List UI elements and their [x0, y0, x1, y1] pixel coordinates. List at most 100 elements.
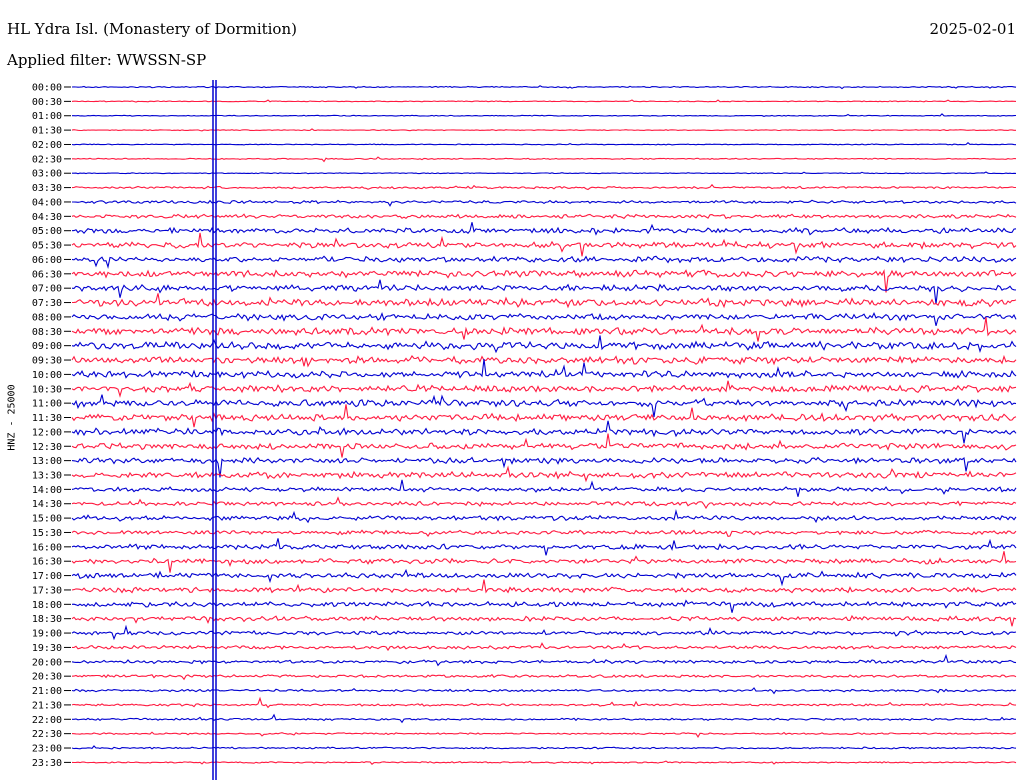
row-time-label: 11:00 — [32, 399, 62, 410]
row-time-label: 05:30 — [32, 241, 62, 252]
trace-row — [71, 509, 1017, 524]
trace-row — [71, 568, 1017, 587]
trace-row — [71, 85, 1017, 90]
trace-row — [71, 354, 1017, 368]
row-time-label: 13:00 — [32, 456, 62, 467]
trace-row — [71, 696, 1017, 709]
trace-row — [71, 213, 1017, 220]
row-time-label: 09:30 — [32, 356, 62, 367]
row-time-label: 10:00 — [32, 370, 62, 381]
trace-row — [72, 156, 1017, 163]
row-time-label: 22:30 — [32, 729, 62, 740]
row-time-label: 22:00 — [32, 715, 62, 726]
trace-row — [71, 394, 1017, 418]
trace-row — [71, 538, 1017, 556]
row-time-label: 21:30 — [32, 700, 62, 711]
trace-row — [71, 529, 1017, 538]
row-time-label: 16:00 — [32, 542, 62, 553]
trace-row — [71, 99, 1017, 103]
row-time-label: 01:00 — [32, 111, 62, 122]
trace-row — [71, 183, 1016, 191]
trace-row — [71, 232, 1017, 257]
row-time-label: 16:30 — [32, 557, 62, 568]
trace-row — [71, 293, 1017, 309]
row-time-label: 01:30 — [32, 126, 62, 137]
row-time-label: 08:30 — [32, 327, 62, 338]
row-time-label: 00:30 — [32, 97, 62, 108]
trace-row — [71, 404, 1017, 428]
trace-row — [71, 420, 1017, 444]
trace-row — [71, 456, 1017, 478]
trace-row — [72, 199, 1017, 207]
row-time-label: 00:00 — [32, 83, 62, 94]
trace-row — [72, 171, 1017, 175]
row-time-label: 02:00 — [32, 140, 62, 151]
trace-row — [71, 599, 1017, 613]
trace-row — [71, 335, 1017, 354]
row-time-label: 19:30 — [32, 643, 62, 654]
trace-row — [71, 255, 1017, 270]
row-time-label: 05:00 — [32, 226, 62, 237]
row-time-label: 07:00 — [32, 284, 62, 295]
row-time-label: 10:30 — [32, 384, 62, 395]
row-time-label: 19:00 — [32, 629, 62, 640]
trace-row — [71, 311, 1017, 326]
row-time-label: 21:00 — [32, 686, 62, 697]
trace-row — [71, 642, 1017, 652]
trace-row — [71, 317, 1017, 342]
trace-row — [71, 433, 1017, 458]
trace-row — [71, 624, 1017, 641]
trace-row — [71, 731, 1017, 738]
trace-row — [71, 359, 1017, 379]
row-time-label: 12:30 — [32, 442, 62, 453]
row-time-label: 15:00 — [32, 514, 62, 525]
station-title: HL Ydra Isl. (Monastery of Dormition) — [7, 20, 297, 38]
row-time-label: 03:30 — [32, 183, 62, 194]
trace-row — [71, 141, 1017, 146]
trace-row — [71, 380, 1017, 398]
filter-label: Applied filter: WWSSN-SP — [7, 51, 207, 69]
row-time-label: 18:30 — [32, 614, 62, 625]
date-label: 2025-02-01 — [929, 20, 1016, 38]
trace-row — [71, 128, 1016, 132]
row-time-label: 20:30 — [32, 672, 62, 683]
row-time-label: 18:00 — [32, 600, 62, 611]
trace-row — [71, 465, 1017, 483]
row-time-label: 14:30 — [32, 499, 62, 510]
trace-row — [71, 496, 1017, 510]
trace-row — [71, 760, 1017, 765]
trace-row — [71, 653, 1017, 667]
row-time-label: 11:30 — [32, 413, 62, 424]
row-time-label: 12:00 — [32, 427, 62, 438]
trace-row — [71, 687, 1017, 695]
row-time-label: 20:00 — [32, 657, 62, 668]
row-time-label: 23:30 — [32, 758, 62, 769]
trace-row — [72, 713, 1017, 724]
trace-row — [71, 614, 1017, 627]
row-time-label: 06:30 — [32, 269, 62, 280]
trace-row — [72, 113, 1017, 117]
row-time-label: 17:00 — [32, 571, 62, 582]
row-time-label: 02:30 — [32, 154, 62, 165]
row-time-label: 03:00 — [32, 169, 62, 180]
trace-row — [71, 479, 1017, 497]
row-time-label: 17:30 — [32, 585, 62, 596]
trace-row — [71, 745, 1017, 750]
row-time-label: 08:00 — [32, 312, 62, 323]
trace-row — [71, 222, 1017, 236]
row-time-label: 23:00 — [32, 744, 62, 755]
trace-row — [71, 579, 1017, 594]
row-time-label: 09:00 — [32, 341, 62, 352]
row-time-label: 06:00 — [32, 255, 62, 266]
trace-row — [71, 269, 1017, 293]
trace-row — [71, 551, 1017, 573]
trace-row — [71, 673, 1017, 681]
row-time-label: 13:30 — [32, 470, 62, 481]
row-time-label: 04:30 — [32, 212, 62, 223]
row-time-label: 14:00 — [32, 485, 62, 496]
row-time-label: 04:00 — [32, 197, 62, 208]
row-time-label: 07:30 — [32, 298, 62, 309]
trace-row — [71, 279, 1017, 305]
row-time-label: 15:30 — [32, 528, 62, 539]
